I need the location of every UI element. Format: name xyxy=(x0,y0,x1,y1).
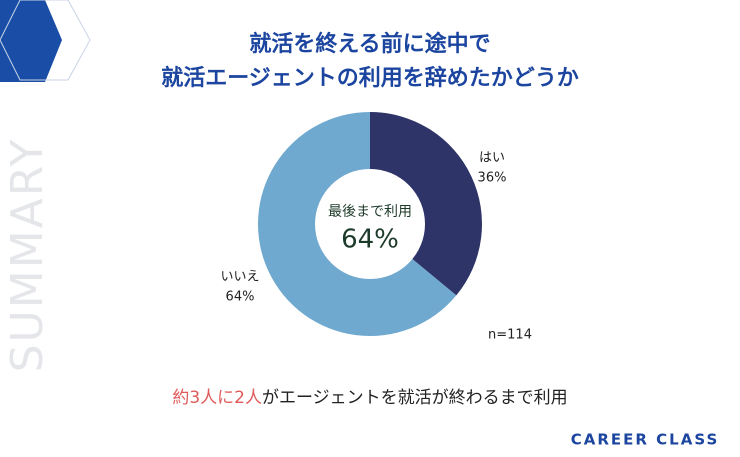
chart-title: 就活エージェントの利用を辞めたかどうか xyxy=(161,65,579,91)
center-value: 64% xyxy=(341,225,399,255)
brand: CAREER CLASS xyxy=(571,431,720,449)
summary-text: がエージェントを就活が終わるまで利用 xyxy=(262,388,568,408)
donut-hole xyxy=(315,169,425,279)
value-label: 64% xyxy=(226,290,255,305)
value-label: 36% xyxy=(478,171,507,186)
donut-slice xyxy=(370,112,482,296)
category-label: いいえ xyxy=(220,270,259,285)
center-label: 最後まで利用 xyxy=(328,204,412,220)
chart-title: 就活を終える前に途中で xyxy=(249,31,490,57)
summary-highlight: 約3人に2人 xyxy=(172,388,262,408)
sample-note: n=114 xyxy=(488,328,532,343)
side-label: SUMMARY xyxy=(2,138,53,373)
hex-decoration xyxy=(0,0,62,82)
hex-outline xyxy=(0,0,91,81)
summary: 約3人に2人がエージェントを就活が終わるまで利用 xyxy=(172,388,567,408)
category-label: はい xyxy=(479,151,505,166)
